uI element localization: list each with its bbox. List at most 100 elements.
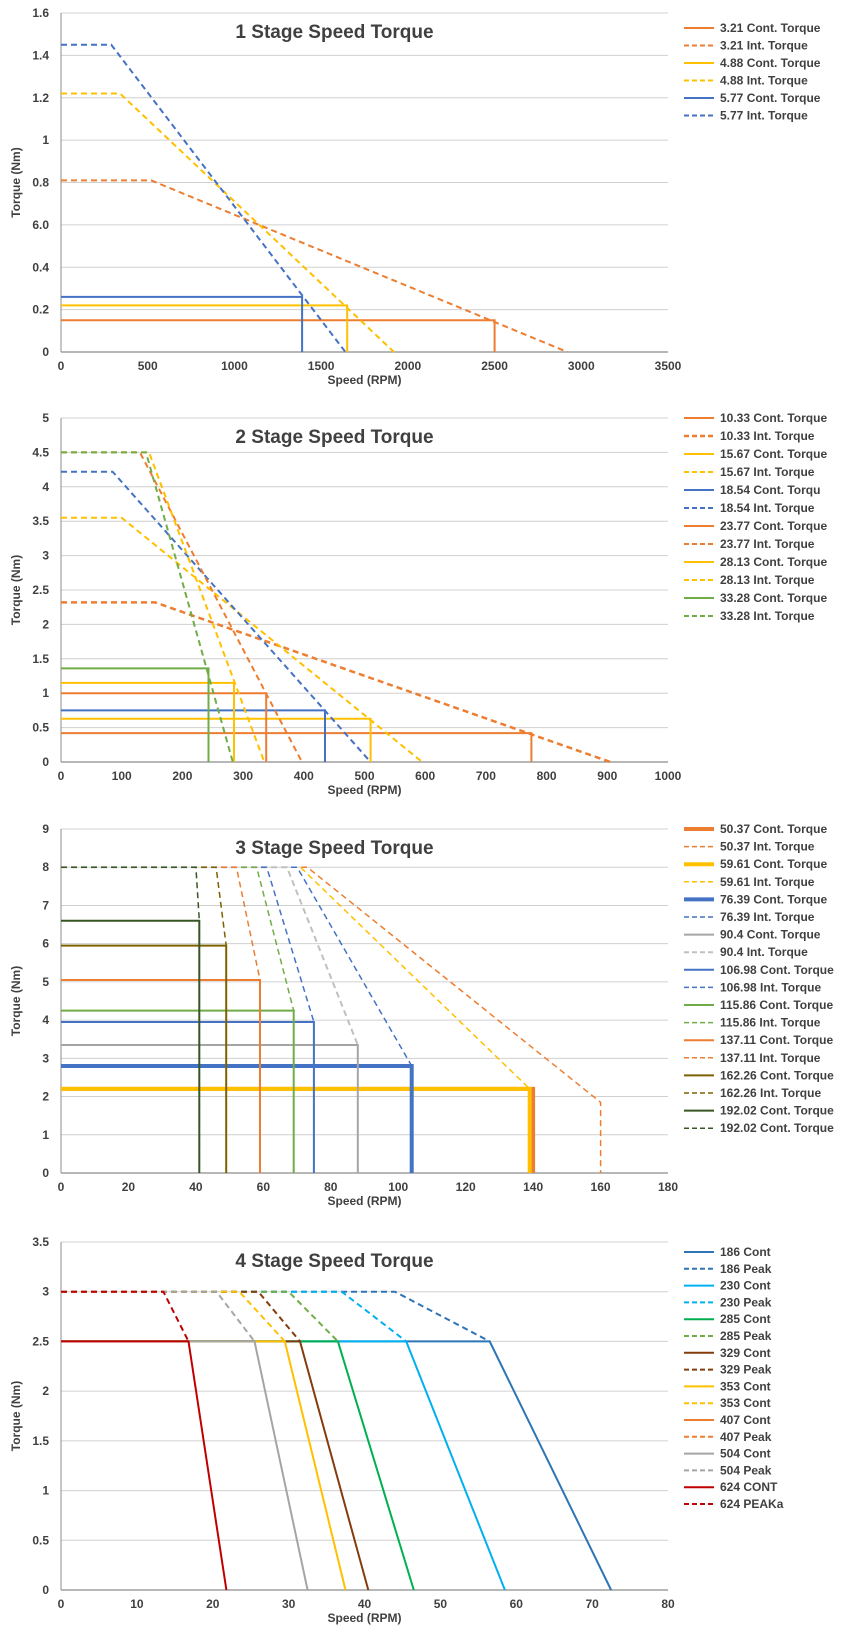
x-tick-label: 300 [233,769,253,783]
x-tick-label: 40 [358,1597,372,1611]
legend-label: 137.11 Cont. Torque [720,1033,833,1047]
legend-label: 50.37 Cont. Torque [720,822,827,836]
legend-label: 18.54 Int. Torque [720,501,815,515]
series-line-3 [61,304,349,352]
legend-label: 59.61 Cont. Torque [720,857,827,871]
x-tick-label: 70 [585,1597,599,1611]
series-line-3 [61,1086,532,1173]
y-tick-label: 1.5 [32,1434,49,1448]
legend-label: 18.54 Cont. Torqu [720,483,820,497]
y-tick-label: 0.5 [32,721,49,735]
y-tick-label: 2.5 [32,1334,49,1348]
legend-label: 192.02 Cont. Torque [720,1121,834,1135]
y-tick-label: 0.5 [32,1533,49,1547]
series-line-5 [61,295,304,352]
x-tick-label: 1000 [655,769,682,783]
y-tick-label: 6.0 [32,218,49,232]
series-line-4 [61,1290,407,1343]
chart-3: 0 1 2 3 4 5 6 7 8 9 0 20 40 60 80 100 120 140 160 180 Speed … [9,822,834,1208]
series-line-16 [61,1290,190,1342]
series-line-10 [61,866,315,1023]
chart-title: 3 Stage Speed Torque [235,838,433,859]
y-tick-label: 9 [42,822,49,836]
x-tick-label: 60 [257,1180,271,1194]
y-axis-title: Torque (Nm) [9,555,23,625]
chart-title: 1 Stage Speed Torque [235,22,433,43]
series-line-4 [61,92,395,353]
series-line-13 [61,1340,309,1591]
legend-label: 285 Cont [720,1312,771,1326]
series-line-8 [61,1290,301,1343]
legend-label: 230 Peak [720,1295,772,1309]
y-tick-label: 3.5 [32,1235,49,1249]
series-line-13 [61,979,261,1173]
series-line-4 [61,866,531,1173]
legend: 50.37 Cont. Torque 50.37 Int. Torque 59.61… [684,822,834,1135]
y-axis-title: Torque (Nm) [9,966,23,1036]
legend-label: 186 Cont [720,1245,771,1259]
x-tick-label: 1000 [221,359,248,373]
x-tick-label: 0 [58,769,65,783]
legend-label: 162.26 Int. Torque [720,1086,821,1100]
series-line-2 [61,1290,491,1343]
legend-label: 115.86 Cont. Torque [720,998,833,1012]
y-tick-label: 1.4 [32,48,49,62]
x-tick-label: 160 [591,1180,611,1194]
series-line-12 [61,451,234,763]
y-tick-label: 4.5 [32,445,49,459]
legend-label: 23.77 Int. Torque [720,537,815,551]
series-line-1 [61,319,496,352]
x-axis-title: Speed (RPM) [327,373,401,387]
y-tick-label: 4 [42,1013,49,1027]
x-tick-label: 40 [189,1180,203,1194]
legend-label: 15.67 Int. Torque [720,465,815,479]
y-tick-label: 1.2 [32,91,49,105]
y-axis-title: Torque (Nm) [9,1381,23,1451]
y-tick-label: 0.2 [32,303,49,317]
legend-label: 10.33 Int. Torque [720,429,815,443]
legend-label: 4.88 Cont. Torque [720,56,821,70]
x-tick-label: 120 [456,1180,476,1194]
y-tick-label: 1 [42,1484,49,1498]
series-line-6 [61,43,347,353]
x-tick-label: 800 [537,769,557,783]
y-tick-label: 5 [42,411,49,425]
legend-label: 76.39 Int. Torque [720,910,815,924]
y-tick-label: 0 [42,1583,49,1597]
series-line-8 [61,451,303,763]
series-line-3 [61,1340,506,1591]
series-line-5 [61,1340,415,1591]
legend-label: 624 PEAKa [720,1497,784,1511]
legend-label: 50.37 Int. Torque [720,840,815,854]
series-line-3 [61,717,372,762]
x-axis-title: Speed (RPM) [327,783,401,797]
series-line-1 [61,732,533,762]
x-tick-label: 400 [294,769,314,783]
x-tick-label: 500 [354,769,374,783]
y-tick-label: 6 [42,937,49,951]
legend-label: 28.13 Cont. Torque [720,555,827,569]
y-tick-label: 0 [42,345,49,359]
x-tick-label: 500 [138,359,158,373]
chart-4: 0 0.5 1 1.5 2 2.5 3 3.5 0 10 20 30 40 50 60 70 80 Speed (… [9,1235,784,1625]
legend: 10.33 Cont. Torque 10.33 Int. Torque 15.67… [684,411,827,623]
x-tick-label: 700 [476,769,496,783]
chart-title: 4 Stage Speed Torque [235,1251,433,1272]
legend-label: 90.4 Int. Torque [720,945,808,959]
legend-label: 5.77 Int. Torque [720,109,808,123]
legend-label: 285 Peak [720,1329,772,1343]
legend-label: 59.61 Int. Torque [720,875,815,889]
series-line-7 [61,1044,359,1173]
y-tick-label: 0 [42,755,49,769]
y-tick-label: 3 [42,549,49,563]
series-line-6 [61,866,413,1173]
chart-2: 0 0.5 1 1.5 2 2.5 3 3.5 4 4.5 5 0 100 200 300 400 500 600… [9,411,827,797]
series-line-16 [61,866,227,946]
x-tick-label: 140 [523,1180,543,1194]
y-tick-label: 1 [42,686,49,700]
x-tick-label: 0 [58,1597,65,1611]
chart-title: 2 Stage Speed Torque [235,427,433,448]
legend-label: 329 Cont [720,1346,771,1360]
chart-1: 0 0.2 0.4 6.0 0.8 1 1.2 1.4 1.6 0 500 1000 1500 2000 2… [9,6,821,387]
